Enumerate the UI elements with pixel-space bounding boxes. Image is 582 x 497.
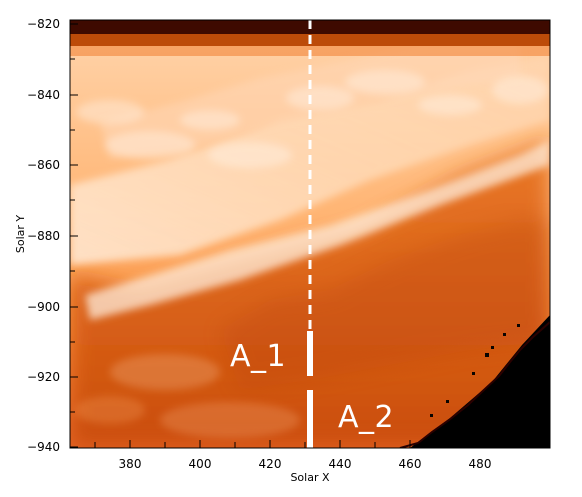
x-tick-380: 380 [119, 457, 142, 471]
x-tick-420: 420 [259, 457, 282, 471]
x-axis: 380 400 420 440 460 480 Solar X [94, 440, 516, 484]
x-tick-440: 440 [329, 457, 352, 471]
segment-a2 [307, 390, 313, 448]
x-tick-480: 480 [469, 457, 492, 471]
y-axis-label: Solar Y [14, 215, 27, 254]
x-tick-460: 460 [399, 457, 422, 471]
plot-frame [69, 19, 551, 449]
y-tick-860: −860 [27, 158, 60, 172]
y-axis: −820 −840 −860 −880 −900 −920 −940 Solar… [14, 17, 78, 454]
x-axis-label: Solar X [290, 471, 330, 484]
y-tick-840: −840 [27, 88, 60, 102]
annotation-a1: A_1 [230, 339, 286, 374]
y-tick-880: −880 [27, 229, 60, 243]
y-tick-920: −920 [27, 370, 60, 384]
x-tick-400: 400 [189, 457, 212, 471]
y-tick-940: −940 [27, 440, 60, 454]
solar-image [70, 20, 550, 448]
y-tick-900: −900 [27, 300, 60, 314]
y-tick-820: −820 [27, 17, 60, 31]
segment-a1 [307, 331, 313, 376]
annotation-a2: A_2 [338, 400, 394, 435]
